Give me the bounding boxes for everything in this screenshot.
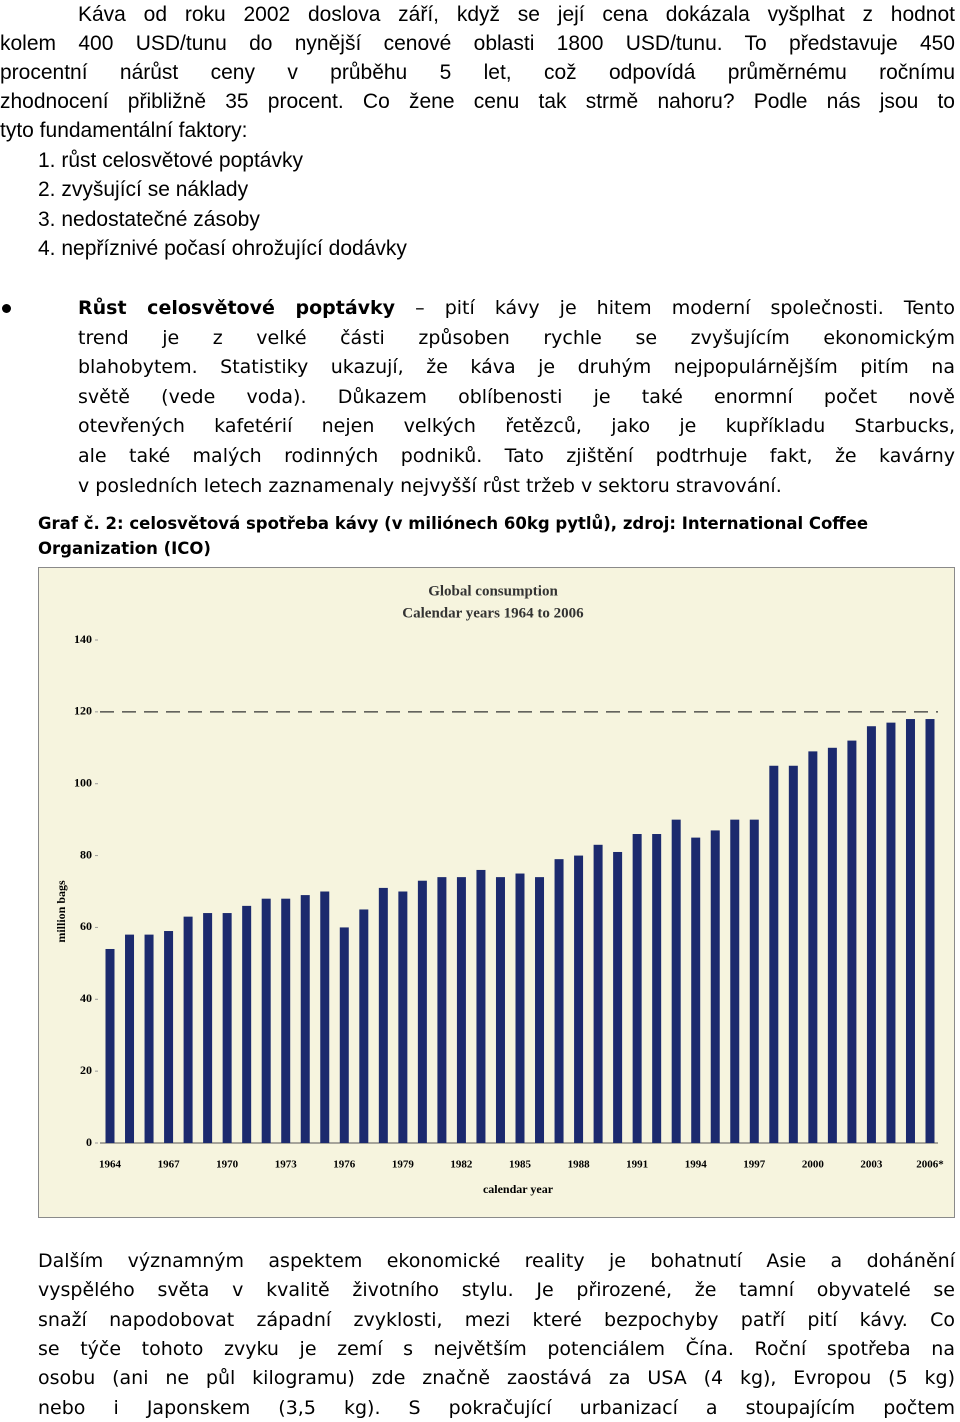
text-line: Káva od roku 2002 doslova září, když se …	[78, 3, 955, 26]
text-line: nebo i Japonskem (3,5 kg). S pokračující…	[38, 1396, 955, 1419]
y-axis-label: million bags	[54, 880, 68, 943]
text-line: tyto fundamentální faktory:	[0, 119, 248, 142]
bar	[730, 819, 740, 1143]
bar	[495, 877, 505, 1143]
bar	[183, 916, 193, 1143]
bar	[359, 909, 369, 1143]
bar	[710, 830, 720, 1143]
list-item: 1. růst celosvětové poptávky	[38, 149, 303, 172]
bar	[808, 751, 818, 1143]
x-tick-label: 1973	[275, 1159, 298, 1171]
x-tick-label: 1997	[743, 1159, 766, 1171]
bar	[788, 765, 798, 1143]
bar	[144, 934, 154, 1143]
bar	[242, 905, 252, 1143]
x-tick-label: 1994	[685, 1159, 708, 1171]
y-tick-label: 40	[80, 991, 92, 1005]
y-tick-label: 120	[74, 704, 92, 718]
bar	[320, 891, 330, 1143]
bullet-dot	[2, 304, 11, 313]
bar	[886, 722, 896, 1143]
text-line: Dalším významným aspektem ekonomické rea…	[38, 1250, 955, 1272]
bar	[905, 719, 915, 1143]
bar	[281, 898, 291, 1143]
x-tick-label: 1988	[568, 1159, 591, 1171]
bar	[164, 931, 174, 1143]
bar	[125, 934, 135, 1143]
x-axis-label: calendar year	[483, 1182, 554, 1196]
x-tick-label: 1982	[450, 1159, 473, 1171]
y-tick-label: 80	[80, 847, 92, 861]
text-line: se týče tohoto zvyku je zemí s největším…	[38, 1337, 955, 1360]
y-tick-label: 60	[80, 919, 92, 933]
text-line: blahobytem. Statistiky ukazují, že káva …	[78, 356, 955, 379]
bar	[378, 887, 388, 1143]
bar	[652, 834, 662, 1143]
bar	[866, 726, 876, 1143]
bar	[456, 877, 466, 1143]
chart-subtitle: Calendar years 1964 to 2006	[402, 605, 584, 621]
x-tick-label: 1985	[509, 1159, 532, 1171]
bar	[827, 747, 837, 1143]
bar	[437, 877, 447, 1143]
text-line: Růst celosvětové poptávky – pití kávy je…	[78, 299, 955, 318]
bar	[535, 877, 545, 1143]
x-tick-label: 2000	[802, 1159, 825, 1171]
list-item: 2. zvyšující se náklady	[38, 178, 249, 202]
bar	[339, 927, 349, 1143]
chart-title: Global consumption	[428, 583, 558, 599]
x-tick-label: 1979	[392, 1159, 415, 1171]
list-item: 4. nepříznivé počasí ohrožující dodávky	[38, 236, 407, 260]
text-line: ale také malých rodinných podniků. Tato …	[78, 445, 955, 467]
text-line: procentní nárůst ceny v průběhu 5 let, c…	[0, 61, 955, 84]
y-tick-label: 0	[86, 1135, 92, 1149]
bar	[769, 765, 779, 1143]
bar	[847, 740, 857, 1143]
y-tick-label: 100	[74, 775, 92, 789]
bar	[671, 819, 681, 1143]
bar	[925, 719, 935, 1143]
bar	[554, 859, 564, 1143]
chart: Global consumption Calendar years 1964 to…	[38, 567, 955, 1218]
text-line: trend je z velké části způsoben rychle s…	[78, 326, 955, 349]
x-tick-label: 1976	[333, 1159, 356, 1171]
bullet-heading: Růst celosvětové poptávky	[78, 297, 396, 319]
bar	[593, 844, 603, 1143]
caption-line: Graf č. 2: celosvětová spotřeba kávy (v …	[38, 514, 869, 533]
y-tick-label: 20	[80, 1063, 92, 1077]
text-line: vyspělého světa v kvalitě životního styl…	[38, 1279, 955, 1302]
bar	[261, 898, 271, 1143]
bar	[574, 855, 584, 1143]
bar	[515, 873, 525, 1143]
y-tick-label: 140	[74, 632, 92, 646]
x-tick-label: 1964	[99, 1159, 122, 1171]
caption-line: Organization (ICO)	[38, 539, 211, 558]
bar	[691, 837, 701, 1143]
text-line: osobu (ani ne půl kilogramu) zde značně …	[38, 1367, 955, 1390]
x-tick-label: 1970	[216, 1159, 239, 1171]
bar	[105, 948, 115, 1143]
bar	[417, 880, 427, 1143]
text-line: snaží napodobovat západní zvyklosti, mez…	[38, 1308, 955, 1331]
x-tick-label: 1967	[158, 1159, 181, 1171]
text-line: otevřených kafetérií nejen velkých řetěz…	[78, 415, 955, 438]
text-line: světě (vede voda). Důkazem oblíbenosti j…	[78, 385, 955, 408]
text-span: – pití kávy je hitem moderní společnosti…	[415, 297, 956, 319]
x-tick-label: 1991	[626, 1159, 648, 1171]
bar	[222, 913, 232, 1143]
bar	[203, 913, 213, 1143]
text-line: v posledních letech zaznamenaly nejvyšší…	[78, 474, 782, 497]
bar	[398, 891, 408, 1143]
x-tick-label: 2006*	[916, 1159, 944, 1171]
bar	[632, 834, 642, 1143]
bar	[749, 819, 759, 1143]
list-item: 3. nedostatečné zásoby	[38, 207, 260, 231]
bar	[476, 869, 486, 1143]
bar	[613, 851, 623, 1143]
text-line: kolem 400 USD/tunu do nynější cenové obl…	[0, 32, 955, 55]
x-tick-label: 2003	[860, 1159, 883, 1171]
text-line: zhodnocení přibližně 35 procent. Co žene…	[0, 90, 955, 113]
bar	[300, 895, 310, 1143]
